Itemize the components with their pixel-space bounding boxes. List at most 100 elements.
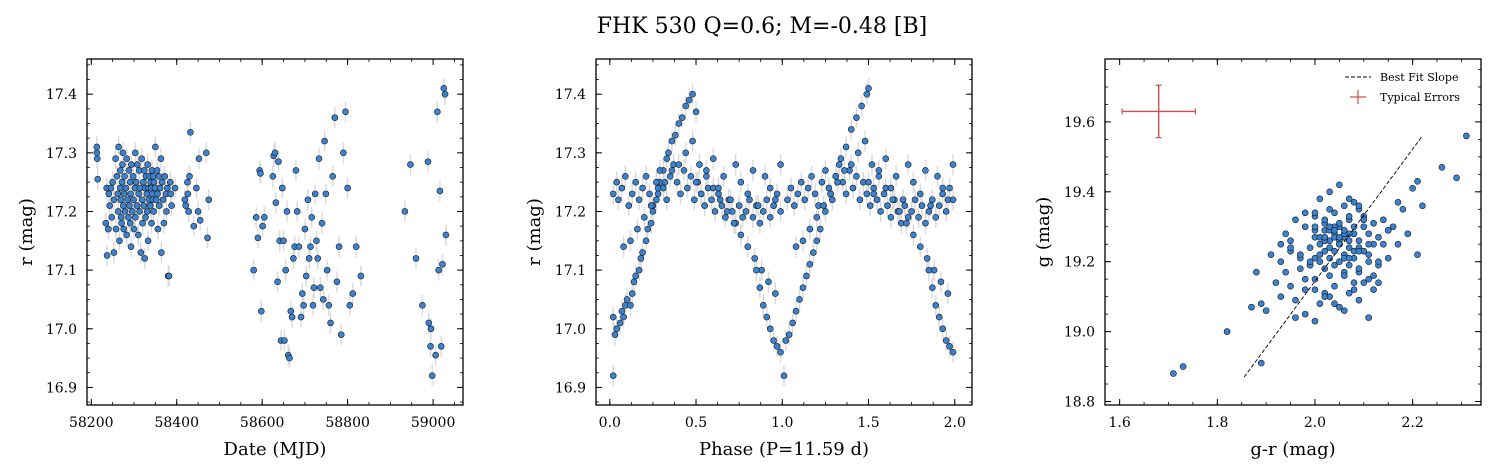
data-point [112, 225, 120, 233]
data-point [140, 202, 148, 209]
data-point [184, 178, 191, 186]
data-point [1340, 307, 1348, 314]
data-point [649, 208, 657, 215]
data-point [763, 313, 771, 321]
data-point [190, 222, 198, 230]
data-point [1287, 282, 1294, 290]
data-point [784, 196, 791, 204]
x-tick-label: 0.0 [599, 415, 621, 431]
data-point [873, 196, 881, 204]
data-point [307, 243, 314, 250]
data-point [1326, 223, 1333, 231]
data-point [929, 284, 936, 292]
data-point [756, 284, 764, 292]
data-point [290, 255, 297, 262]
data-point [1355, 265, 1363, 272]
data-point [93, 155, 101, 162]
data-point [432, 351, 439, 359]
data-point [1321, 233, 1329, 241]
data-point [1282, 268, 1289, 276]
y-tick-label: 17.4 [46, 87, 77, 103]
data-point [682, 149, 689, 157]
data-point [822, 167, 829, 174]
data-point [911, 196, 919, 204]
data-point [287, 307, 295, 315]
data-point [155, 202, 163, 209]
data-point [1326, 188, 1333, 196]
data-point [140, 178, 147, 186]
data-point [737, 231, 745, 239]
data-point [401, 208, 409, 215]
data-point [1277, 240, 1285, 248]
figure-title: FHK 530 Q=0.6; M=-0.48 [B] [597, 14, 927, 39]
data-point [687, 172, 695, 180]
data-point [168, 202, 175, 209]
data-point [93, 149, 101, 157]
data-point [1326, 205, 1333, 213]
data-point [124, 196, 131, 204]
data-point [622, 172, 629, 180]
data-point [167, 178, 174, 186]
data-point [1287, 237, 1294, 245]
data-point [692, 178, 700, 186]
data-point [1463, 132, 1470, 140]
data-point [144, 237, 152, 245]
data-point [152, 143, 159, 151]
data-point [935, 313, 943, 321]
data-point [121, 172, 128, 180]
data-point [1370, 286, 1377, 293]
data-point [929, 196, 936, 204]
data-point [148, 219, 155, 227]
data-point [799, 284, 807, 292]
data-point [797, 178, 805, 186]
data-point [915, 214, 922, 221]
data-point [305, 255, 313, 262]
data-point [1365, 230, 1372, 238]
data-point [153, 167, 161, 174]
data-point [117, 167, 124, 174]
data-point [806, 260, 814, 268]
data-point [167, 190, 175, 198]
data-point [329, 172, 336, 180]
data-point [780, 372, 788, 379]
data-point [918, 202, 926, 209]
data-point [689, 137, 696, 145]
data-point [1336, 219, 1343, 227]
data-point [820, 202, 827, 209]
data-point [325, 302, 333, 309]
data-point [1262, 307, 1270, 314]
x-tick-label: 0.5 [685, 415, 707, 431]
data-point [887, 214, 895, 221]
data-point [182, 202, 189, 209]
data-point [863, 190, 871, 198]
data-point [308, 214, 316, 221]
x-axis-label: Phase (P=11.59 d) [699, 439, 869, 460]
data-point [825, 184, 833, 192]
data-point [127, 190, 134, 198]
data-point [315, 155, 323, 162]
data-point [407, 161, 414, 168]
data-point [1257, 300, 1265, 307]
data-point [803, 272, 810, 280]
x-tick-label: 1.0 [771, 415, 793, 431]
data-point [110, 196, 118, 204]
data-point [751, 255, 758, 262]
data-point [129, 172, 137, 180]
legend-error-swatch [1350, 90, 1366, 104]
data-point [185, 208, 192, 215]
error-bars [96, 77, 447, 387]
data-point [892, 172, 900, 180]
data-point [853, 172, 860, 180]
data-point [1380, 216, 1387, 224]
y-axis-label: g (mag) [1033, 197, 1054, 268]
data-point [139, 219, 146, 227]
data-point [134, 231, 142, 239]
data-point [1375, 258, 1382, 266]
data-point [875, 167, 883, 174]
data-point [1336, 181, 1343, 189]
y-tick-label: 17.4 [555, 87, 586, 103]
data-point [143, 208, 151, 215]
data-point [639, 184, 646, 192]
data-point [272, 199, 280, 206]
data-point [1321, 216, 1329, 224]
